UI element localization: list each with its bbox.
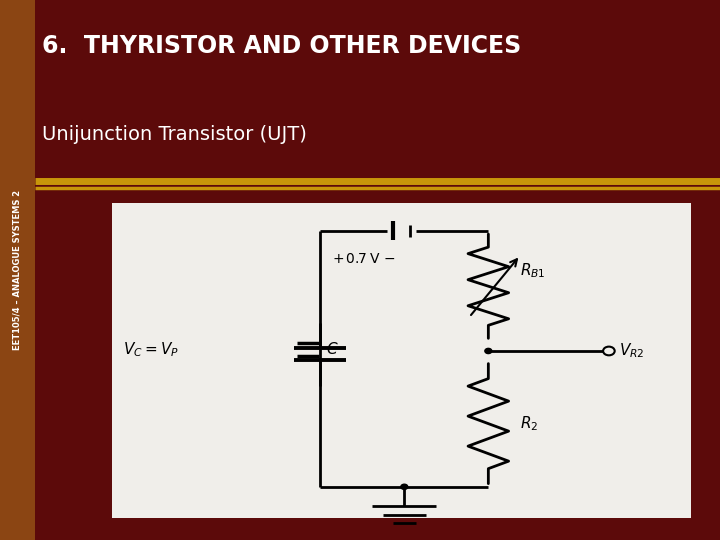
- Text: $V_C = V_P$: $V_C = V_P$: [123, 340, 179, 359]
- Text: $R_2$: $R_2$: [521, 414, 539, 433]
- Bar: [112, 202, 691, 518]
- Text: $V_{R2}$: $V_{R2}$: [618, 342, 644, 360]
- Bar: [0, 0, 35, 540]
- Text: $R_{B1}$: $R_{B1}$: [521, 261, 546, 280]
- Text: Unijunction Transistor (UJT): Unijunction Transistor (UJT): [42, 125, 307, 145]
- Text: 6.  THYRISTOR AND OTHER DEVICES: 6. THYRISTOR AND OTHER DEVICES: [42, 34, 521, 58]
- Circle shape: [485, 348, 492, 354]
- Circle shape: [401, 484, 408, 489]
- Text: $+\,0.7\,\mathrm{V}\,-$: $+\,0.7\,\mathrm{V}\,-$: [332, 252, 395, 266]
- Text: $C$: $C$: [326, 341, 338, 357]
- Text: EET105/4 – ANALOGUE SYSTEMS 2: EET105/4 – ANALOGUE SYSTEMS 2: [13, 190, 22, 350]
- Circle shape: [603, 347, 615, 355]
